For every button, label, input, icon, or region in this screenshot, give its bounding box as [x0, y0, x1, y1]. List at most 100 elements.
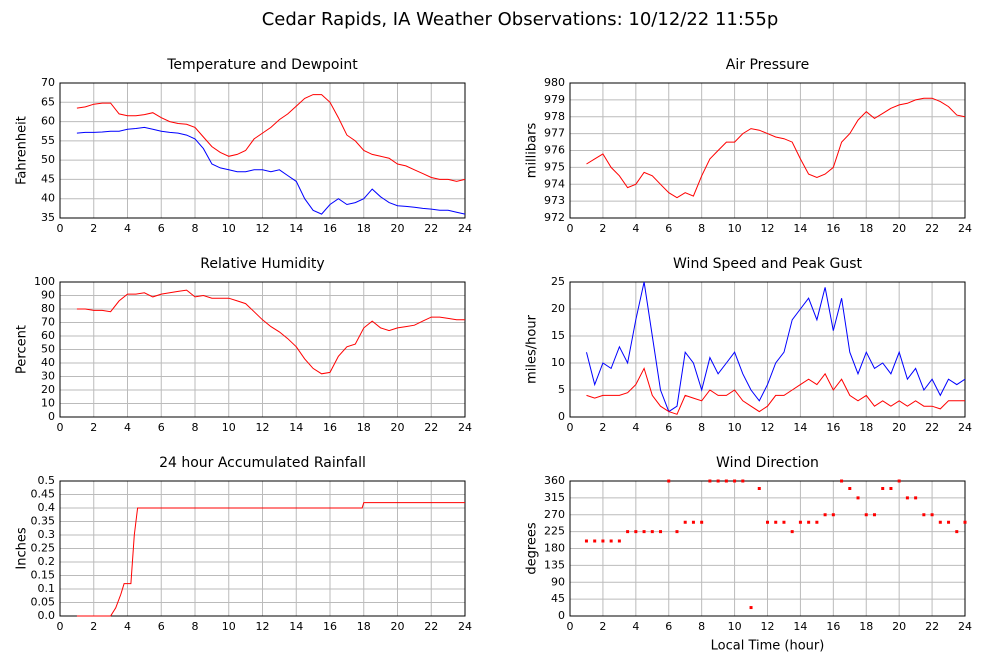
x-tick-label: 8	[192, 222, 199, 235]
plot-frame	[59, 281, 466, 418]
plot-frame	[569, 480, 966, 617]
data-point	[963, 520, 967, 524]
x-tick-label: 18	[357, 620, 371, 633]
plot-frame	[569, 82, 966, 219]
y-tick-label: 25	[551, 275, 565, 288]
x-tick-label: 2	[599, 421, 606, 434]
x-tick-label: 0	[567, 421, 574, 434]
y-tick-label: 0.25	[31, 542, 56, 555]
y-tick-label: 30	[41, 370, 55, 383]
data-line	[76, 126, 466, 215]
y-tick-label: 180	[544, 542, 565, 555]
data-line	[76, 289, 465, 375]
y-tick-label: 65	[41, 95, 55, 108]
y-tick-label: 50	[41, 343, 55, 356]
y-tick-label: 10	[551, 356, 565, 369]
x-tick-label: 12	[256, 421, 270, 434]
data-point	[856, 496, 860, 500]
x-tick-label: 12	[256, 620, 270, 633]
y-tick-label: 0.2	[38, 555, 56, 568]
x-tick-label: 22	[925, 222, 939, 235]
data-point	[782, 520, 786, 524]
data-point	[741, 479, 745, 483]
x-tick-label: 12	[761, 421, 775, 434]
y-tick-label: 0	[48, 410, 55, 423]
x-tick-label: 14	[289, 222, 303, 235]
data-point	[831, 513, 835, 517]
x-tick-label: 6	[665, 421, 672, 434]
x-tick-label: 22	[925, 421, 939, 434]
x-tick-label: 8	[192, 620, 199, 633]
data-point	[642, 530, 646, 534]
x-tick-label: 16	[826, 620, 840, 633]
x-tick-label: 12	[256, 222, 270, 235]
data-point	[584, 539, 588, 543]
x-tick-label: 22	[424, 222, 438, 235]
data-point	[889, 487, 893, 490]
data-point	[914, 496, 918, 500]
data-point	[593, 539, 597, 543]
y-tick-label: 360	[544, 474, 565, 487]
x-tick-label: 14	[289, 421, 303, 434]
x-tick-label: 16	[826, 421, 840, 434]
data-point	[938, 520, 942, 524]
y-tick-label: 0.4	[38, 501, 56, 514]
x-tick-label: 20	[892, 421, 906, 434]
data-point	[659, 530, 663, 534]
x-tick-label: 6	[158, 620, 165, 633]
page-title: Cedar Rapids, IA Weather Observations: 1…	[262, 9, 779, 30]
y-tick-label: 315	[544, 491, 565, 504]
y-tick-label: 975	[544, 160, 565, 173]
x-tick-label: 18	[357, 222, 371, 235]
plot-frame	[59, 480, 466, 617]
x-tick-label: 24	[958, 620, 972, 633]
x-tick-label: 10	[728, 222, 742, 235]
x-tick-label: 14	[793, 620, 807, 633]
x-tick-label: 24	[458, 620, 472, 633]
x-tick-label: 0	[57, 620, 64, 633]
y-tick-label: 974	[544, 177, 565, 190]
data-point	[609, 539, 613, 543]
x-tick-label: 12	[761, 620, 775, 633]
x-tick-label: 6	[158, 222, 165, 235]
y-tick-label: 70	[41, 316, 55, 329]
data-point	[708, 479, 712, 483]
data-point	[749, 606, 753, 610]
y-tick-label: 0.05	[31, 596, 56, 609]
x-tick-label: 2	[90, 620, 97, 633]
data-point	[733, 479, 737, 483]
y-tick-label: 973	[544, 194, 565, 207]
chart-title: Air Pressure	[726, 57, 809, 73]
data-point	[955, 530, 959, 534]
y-axis-label: Fahrenheit	[15, 116, 30, 185]
y-tick-label: 225	[544, 525, 565, 538]
x-tick-label: 20	[391, 620, 405, 633]
x-tick-label: 10	[728, 421, 742, 434]
x-tick-label: 18	[859, 222, 873, 235]
y-axis-label: degrees	[525, 522, 540, 575]
data-point	[634, 530, 638, 534]
x-tick-label: 2	[599, 620, 606, 633]
x-tick-label: 10	[222, 421, 236, 434]
x-tick-label: 0	[567, 620, 574, 633]
y-tick-label: 976	[544, 144, 565, 157]
y-tick-label: 0.5	[38, 474, 56, 487]
chart-title: Wind Speed and Peak Gust	[673, 256, 862, 272]
data-point	[716, 479, 720, 483]
x-tick-label: 10	[222, 222, 236, 235]
data-line	[586, 281, 966, 413]
x-tick-label: 18	[859, 421, 873, 434]
data-point	[617, 539, 621, 543]
x-tick-label: 18	[859, 620, 873, 633]
data-point	[790, 530, 794, 534]
x-tick-label: 22	[424, 620, 438, 633]
data-point	[724, 479, 728, 483]
data-point	[840, 479, 844, 483]
x-tick-label: 8	[698, 421, 705, 434]
y-tick-label: 90	[551, 575, 565, 588]
x-tick-label: 4	[124, 222, 131, 235]
data-point	[757, 487, 761, 490]
data-point	[626, 530, 630, 534]
data-point	[947, 520, 951, 524]
data-point	[601, 539, 605, 543]
